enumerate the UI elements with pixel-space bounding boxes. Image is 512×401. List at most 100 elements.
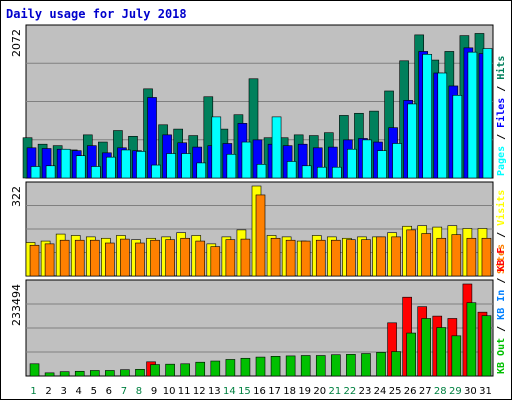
legend-entry: Visits — [495, 190, 507, 226]
bar-pages — [377, 150, 387, 179]
x-tick-label: 25 — [389, 386, 402, 397]
x-tick-label: 1 — [30, 386, 36, 397]
bar-sites — [29, 244, 40, 277]
bar-sites — [165, 239, 175, 277]
x-tick-label: 28 — [434, 386, 447, 397]
bar-kb-out — [270, 355, 281, 377]
x-tick-label: 23 — [359, 386, 372, 397]
bar-kb-out — [481, 315, 492, 377]
x-tick-label: 27 — [419, 386, 432, 397]
x-tick-label: 14 — [223, 386, 236, 397]
x-tick-label: 24 — [374, 386, 387, 397]
y-max-label: 322 — [10, 186, 23, 207]
y-max-label: 2072 — [10, 29, 23, 57]
legend-entry: KB Out — [496, 338, 507, 374]
x-tick-label: 4 — [76, 386, 82, 397]
x-tick-label: 21 — [328, 386, 341, 397]
bar-pages — [166, 153, 176, 179]
bar-sites — [315, 239, 326, 277]
bar-sites — [376, 236, 386, 277]
x-tick-label: 17 — [268, 386, 281, 397]
x-tick-label: 10 — [163, 386, 176, 397]
legend-separator: / — [496, 272, 507, 290]
bar-kb-out — [436, 327, 447, 377]
x-tick-label: 13 — [208, 386, 221, 397]
bar-pages — [362, 139, 372, 179]
x-tick-label: 16 — [253, 386, 266, 397]
bar-kb-out — [89, 370, 100, 377]
bar-pages — [271, 116, 282, 179]
legend-separator: / — [496, 80, 507, 98]
bar-sites — [44, 243, 55, 277]
bar-kb-out — [240, 357, 251, 377]
legend-entry: Pages — [496, 146, 507, 176]
bar-pages — [196, 162, 207, 179]
x-tick-label: 30 — [464, 386, 477, 397]
x-tick-label: 2 — [45, 386, 51, 397]
bar-pages — [422, 54, 433, 179]
bar-pages — [452, 95, 463, 179]
bar-kb-out — [150, 364, 160, 377]
x-tick-label: 20 — [313, 386, 326, 397]
bar-sites — [59, 239, 70, 277]
bar-kb-out — [210, 360, 221, 377]
bar-pages — [30, 166, 41, 179]
bar-pages — [332, 166, 342, 179]
y-max-label: 233494 — [10, 284, 23, 326]
x-tick-label: 15 — [238, 386, 251, 397]
x-tick-label: 26 — [404, 386, 417, 397]
bar-pages — [211, 116, 222, 179]
bar-pages — [226, 153, 237, 179]
x-tick-label: 6 — [106, 386, 112, 397]
bar-kb-out — [315, 355, 326, 377]
bar-sites — [391, 236, 401, 277]
bar-pages — [392, 143, 402, 179]
bar-sites — [135, 242, 145, 277]
bar-pages — [181, 153, 191, 179]
bar-pages — [482, 48, 493, 179]
bar-pages — [286, 161, 297, 179]
bar-kb-out — [135, 369, 145, 377]
legend-entry: Sites — [495, 244, 507, 274]
bar-sites — [436, 237, 447, 277]
bar-sites — [105, 242, 115, 277]
x-tick-label: 19 — [298, 386, 311, 397]
bar-kb-out — [44, 372, 55, 377]
bar-kb-out — [255, 356, 266, 377]
bar-sites — [451, 234, 462, 277]
bar-kb-out — [300, 355, 311, 377]
bar-sites — [481, 237, 492, 277]
bar-pages — [121, 149, 131, 179]
x-tick-label: 9 — [151, 386, 157, 397]
legend: KB Out / KB In / KB F — [496, 248, 507, 374]
bar-kb-out — [391, 351, 401, 377]
bar-kb-out — [195, 361, 206, 377]
bar-kb-out — [406, 332, 416, 377]
bar-sites — [240, 238, 251, 277]
x-tick-label: 11 — [178, 386, 191, 397]
legend-separator: / — [496, 320, 507, 338]
bar-sites — [285, 239, 296, 277]
bar-pages — [437, 72, 448, 179]
bar-pages — [316, 166, 327, 179]
bar-kb-out — [29, 363, 40, 377]
bar-sites — [346, 239, 356, 277]
bar-sites — [120, 238, 130, 277]
bar-pages — [45, 165, 56, 179]
bar-kb-out — [466, 302, 477, 377]
legend-entry: Hits — [495, 56, 507, 80]
bar-sites — [270, 237, 281, 277]
bar-kb-out — [376, 352, 386, 377]
x-tick-label: 31 — [479, 386, 492, 397]
bar-kb-out — [331, 354, 341, 377]
x-tick-label: 3 — [60, 386, 66, 397]
bar-sites — [210, 246, 221, 277]
bar-kb-out — [59, 371, 70, 377]
bar-kb-out — [165, 363, 175, 377]
x-tick-label: 18 — [283, 386, 296, 397]
x-tick-label: 29 — [449, 386, 462, 397]
bar-sites — [150, 239, 160, 277]
bar-sites — [255, 194, 266, 277]
x-tick-label: 7 — [121, 386, 127, 397]
bar-kb-out — [346, 354, 356, 377]
